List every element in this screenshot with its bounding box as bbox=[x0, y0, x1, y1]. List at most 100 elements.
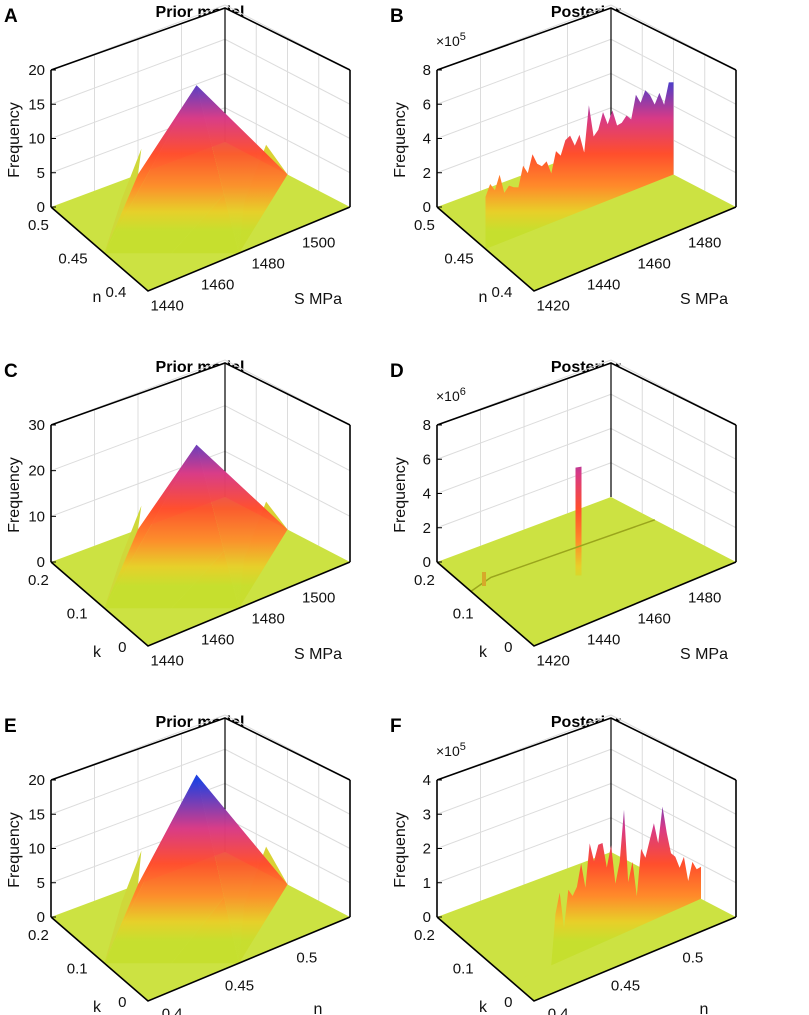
z-tick-label: 2 bbox=[423, 165, 431, 182]
z-tick-label: 0 bbox=[37, 554, 45, 571]
z-tick-label: 20 bbox=[28, 62, 45, 79]
z-tick-label: 15 bbox=[28, 96, 45, 113]
panel-b: B Posterior02468Frequency×1050.50.450.4n1… bbox=[390, 4, 737, 315]
z-tick-label: 2 bbox=[423, 841, 431, 858]
surface-right-face bbox=[196, 85, 288, 254]
surface-skirt bbox=[104, 505, 142, 609]
x-tick-label: 1460 bbox=[201, 632, 234, 649]
x-axis-label: S MPa bbox=[680, 291, 728, 308]
x-axis-label: S MPa bbox=[294, 646, 342, 663]
x-tick-label: 0.5 bbox=[682, 950, 703, 967]
z-tick-label: 8 bbox=[423, 62, 431, 79]
x-axis-label: n bbox=[700, 1001, 709, 1015]
panel-c: C Prior model0102030Frequency0.20.10k1440… bbox=[4, 359, 351, 670]
box-front-edges bbox=[436, 916, 737, 1002]
y-axis-label: k bbox=[479, 999, 488, 1015]
surface-left-face bbox=[104, 444, 197, 609]
surface-front-face bbox=[171, 194, 239, 254]
z-tick-label: 20 bbox=[28, 772, 45, 789]
y-tick-label: 0.4 bbox=[492, 284, 513, 301]
x-tick-label: 1460 bbox=[637, 611, 670, 628]
z-tick-label: 4 bbox=[423, 131, 431, 148]
z-tick-label: 4 bbox=[423, 486, 431, 503]
x-tick-label: 1460 bbox=[637, 256, 670, 273]
surface-left-face bbox=[104, 774, 197, 964]
z-axis-label: Frequency bbox=[6, 812, 23, 888]
x-tick-label: 0.4 bbox=[162, 1006, 183, 1015]
z-tick-label: 3 bbox=[423, 806, 431, 823]
z-axis-label: Frequency bbox=[392, 812, 409, 888]
surface-left-face bbox=[104, 85, 197, 254]
y-tick-label: 0.1 bbox=[453, 961, 474, 978]
multiplier-exp: 6 bbox=[460, 386, 466, 398]
z-tick-label: 1 bbox=[423, 875, 431, 892]
box-front-edges bbox=[50, 561, 351, 647]
y-tick-label: 0 bbox=[118, 639, 126, 656]
z-tick-label: 5 bbox=[37, 165, 45, 182]
z-tick-label: 0 bbox=[423, 909, 431, 926]
surface-floor bbox=[437, 497, 736, 646]
x-tick-label: 1440 bbox=[150, 298, 183, 315]
y-tick-label: 0.45 bbox=[444, 251, 473, 268]
z-tick-label: 8 bbox=[423, 417, 431, 434]
y-tick-label: 0 bbox=[504, 639, 512, 656]
surface-skirt bbox=[104, 148, 142, 254]
y-tick-label: 0.2 bbox=[414, 572, 435, 589]
panel-letter: F bbox=[390, 716, 402, 737]
y-axis-label: n bbox=[479, 289, 488, 306]
y-tick-label: 0.2 bbox=[414, 927, 435, 944]
surface-right-face bbox=[196, 774, 288, 964]
y-tick-label: 0.4 bbox=[106, 284, 127, 301]
panel-letter: B bbox=[390, 6, 404, 27]
y-tick-label: 0.2 bbox=[28, 927, 49, 944]
box-front-edges bbox=[50, 206, 351, 292]
y-tick-label: 0 bbox=[504, 994, 512, 1011]
surface-front-face bbox=[104, 774, 225, 964]
z-axis-label: Frequency bbox=[392, 102, 409, 178]
x-tick-label: 1480 bbox=[688, 235, 721, 252]
y-tick-label: 0.5 bbox=[414, 217, 435, 234]
multiplier-exp: 5 bbox=[460, 741, 466, 753]
y-tick-label: 0.2 bbox=[28, 572, 49, 589]
surface-ridges bbox=[512, 806, 701, 983]
z-axis-label: Frequency bbox=[6, 457, 23, 533]
panel-d: D Posterior02468Frequency×1060.20.10k1420… bbox=[390, 359, 737, 670]
x-tick-label: 1480 bbox=[688, 590, 721, 607]
multiplier-base: ×10 bbox=[436, 388, 460, 404]
y-tick-label: 0.45 bbox=[58, 251, 87, 268]
surface-front-face bbox=[171, 897, 239, 964]
surface-skirt bbox=[104, 850, 142, 964]
panel-letter: D bbox=[390, 361, 404, 382]
x-tick-label: 1420 bbox=[536, 653, 569, 670]
box-front-edges bbox=[436, 561, 737, 647]
y-axis-label: k bbox=[93, 644, 102, 661]
x-tick-label: 0.45 bbox=[225, 978, 254, 995]
x-axis-label: n bbox=[314, 1001, 323, 1015]
z-tick-label: 6 bbox=[423, 451, 431, 468]
z-tick-label: 10 bbox=[28, 508, 45, 525]
box-front-edges bbox=[50, 916, 351, 1002]
z-tick-label: 0 bbox=[37, 909, 45, 926]
surface-front-face bbox=[104, 444, 225, 609]
surface-front-face bbox=[171, 551, 239, 609]
y-tick-label: 0.1 bbox=[453, 606, 474, 623]
surface-right-face bbox=[196, 444, 288, 609]
z-tick-label: 10 bbox=[28, 841, 45, 858]
z-tick-label: 15 bbox=[28, 806, 45, 823]
y-tick-label: 0 bbox=[118, 994, 126, 1011]
z-tick-label: 30 bbox=[28, 417, 45, 434]
multiplier-base: ×10 bbox=[436, 743, 460, 759]
y-axis-label: k bbox=[93, 999, 102, 1015]
panel-letter: C bbox=[4, 361, 18, 382]
box-front-edges bbox=[436, 206, 737, 292]
y-tick-label: 0.1 bbox=[67, 606, 88, 623]
z-tick-label: 20 bbox=[28, 463, 45, 480]
z-tick-label: 6 bbox=[423, 96, 431, 113]
z-axis-label: Frequency bbox=[392, 457, 409, 533]
x-tick-label: 1500 bbox=[302, 590, 335, 607]
x-tick-label: 1480 bbox=[251, 256, 284, 273]
x-axis-label: S MPa bbox=[294, 291, 342, 308]
y-axis-label: n bbox=[93, 289, 102, 306]
